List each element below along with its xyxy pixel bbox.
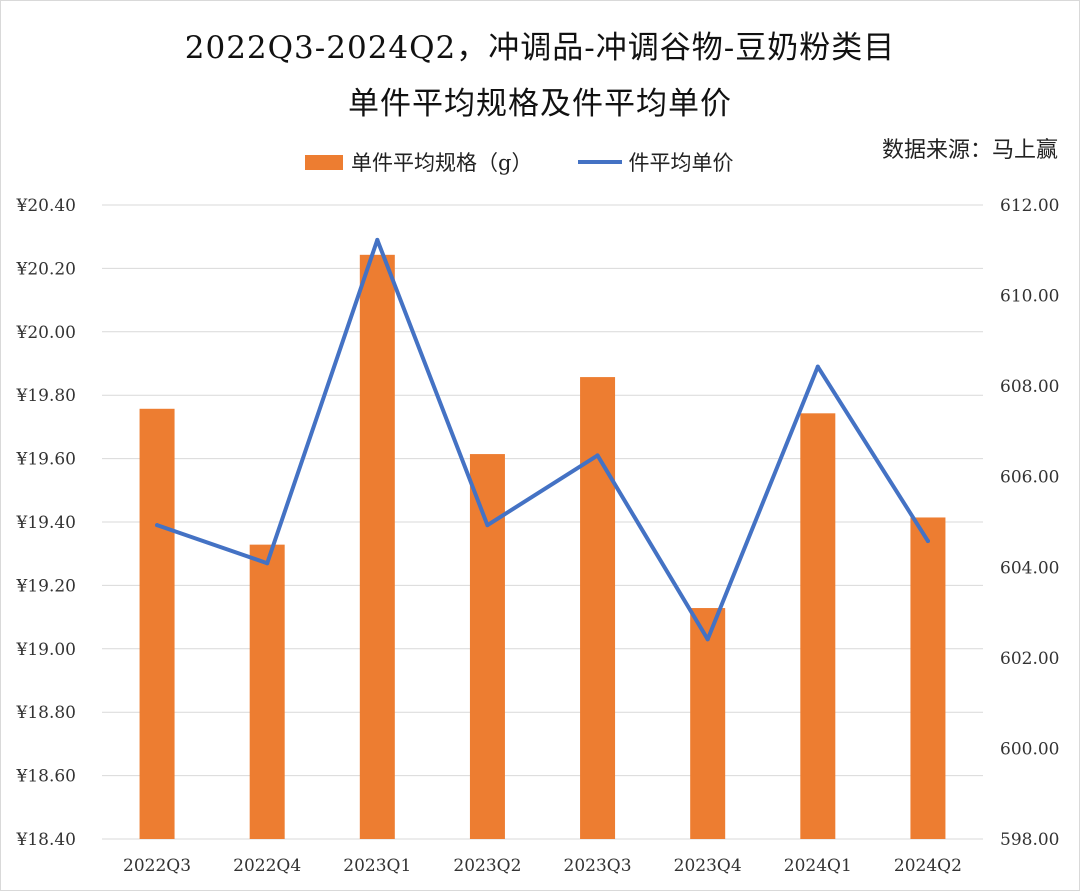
x-axis-tick-label: 2022Q4 bbox=[233, 856, 301, 876]
bar-2022Q3 bbox=[139, 408, 175, 839]
line-point-2024Q1 bbox=[815, 364, 820, 369]
bar-2023Q3 bbox=[580, 377, 616, 839]
price-line bbox=[155, 237, 930, 642]
bar-2023Q1 bbox=[359, 254, 395, 840]
legend-bar-swatch bbox=[305, 154, 343, 170]
legend-item-line: 件平均单价 bbox=[578, 147, 733, 177]
left-axis-tick-label: ¥19.60 bbox=[16, 450, 76, 470]
left-axis-tick-label: ¥20.00 bbox=[16, 323, 76, 343]
right-axis-tick-label: 598.00 bbox=[1000, 830, 1059, 850]
line-point-2023Q1 bbox=[375, 237, 380, 242]
line-point-2022Q3 bbox=[155, 523, 160, 528]
left-axis-tick-label: ¥19.20 bbox=[16, 576, 76, 596]
right-axis-tick-label: 604.00 bbox=[1000, 558, 1059, 578]
left-axis-tick-label: ¥18.60 bbox=[16, 767, 76, 787]
x-axis-tick-label: 2023Q1 bbox=[343, 856, 411, 876]
legend-line-label: 件平均单价 bbox=[628, 151, 734, 175]
x-axis-ticks: 2022Q3 2022Q4 2023Q1 2023Q2 2023Q3 2023Q4 2024… bbox=[123, 856, 962, 876]
chart-title-line-1: 2022Q3-2024Q2，冲调品-冲调谷物-豆奶粉类目 bbox=[184, 30, 896, 66]
right-axis-tick-label: 602.00 bbox=[1000, 649, 1059, 669]
x-axis-tick-label: 2023Q3 bbox=[564, 856, 632, 876]
x-axis-tick-label: 2023Q4 bbox=[674, 856, 742, 876]
bar-2023Q4 bbox=[690, 608, 726, 839]
data-source-label: 数据来源：马上赢 bbox=[881, 138, 1058, 163]
line-point-2023Q3 bbox=[595, 453, 600, 458]
line-series bbox=[155, 237, 930, 642]
line-point-2024Q2 bbox=[925, 539, 930, 544]
legend-line-swatch bbox=[578, 160, 623, 164]
chart-title-line-2: 单件平均规格及件平均单价 bbox=[348, 86, 732, 122]
bar-2024Q1 bbox=[800, 413, 836, 839]
legend-item-bar: 单件平均规格（g） bbox=[305, 147, 532, 177]
line-point-2023Q2 bbox=[485, 523, 490, 528]
legend-bar-label: 单件平均规格（g） bbox=[351, 151, 533, 175]
left-axis-tick-label: ¥19.00 bbox=[16, 640, 76, 660]
left-axis-tick-label: ¥18.80 bbox=[16, 703, 76, 723]
right-axis-ticks: 598.00 600.00 602.00 604.00 606.00 608.00 610.… bbox=[1000, 196, 1059, 850]
left-axis-tick-label: ¥20.20 bbox=[16, 259, 76, 279]
left-axis-tick-label: ¥19.80 bbox=[16, 386, 76, 406]
line-point-2022Q4 bbox=[265, 561, 270, 566]
right-axis-tick-label: 608.00 bbox=[1000, 377, 1059, 397]
left-axis-tick-label: ¥19.40 bbox=[16, 513, 76, 533]
right-axis-tick-label: 600.00 bbox=[1000, 739, 1059, 759]
x-axis-tick-label: 2024Q1 bbox=[784, 856, 852, 876]
line-point-2023Q4 bbox=[705, 637, 710, 642]
right-axis-tick-label: 606.00 bbox=[1000, 468, 1059, 488]
left-axis-ticks: ¥18.40 ¥18.60 ¥18.80 ¥19.00 ¥19.20 ¥19.40 ¥19.… bbox=[16, 196, 76, 850]
x-axis-tick-label: 2024Q2 bbox=[894, 856, 962, 876]
bar-series bbox=[139, 254, 946, 840]
bar-2024Q2 bbox=[910, 517, 946, 839]
x-axis-tick-label: 2023Q2 bbox=[453, 856, 521, 876]
right-axis-tick-label: 610.00 bbox=[1000, 287, 1059, 307]
legend: 单件平均规格（g） 件平均单价 bbox=[305, 146, 779, 178]
x-axis-tick-label: 2022Q3 bbox=[123, 856, 191, 876]
left-axis-tick-label: ¥18.40 bbox=[16, 830, 76, 850]
gridlines bbox=[102, 204, 983, 840]
bar-2022Q4 bbox=[249, 544, 285, 839]
left-axis-tick-label: ¥20.40 bbox=[16, 196, 76, 216]
bar-2023Q2 bbox=[469, 454, 505, 839]
right-axis-tick-label: 612.00 bbox=[1000, 196, 1059, 216]
